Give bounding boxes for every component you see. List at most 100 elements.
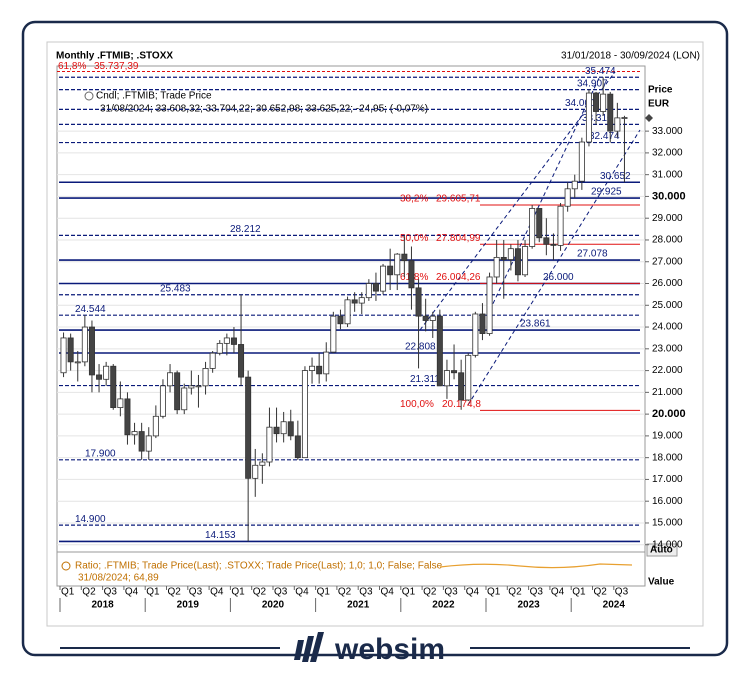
y-tick-label: 26.000 [652, 278, 683, 289]
fib-ratio: 38,2% [400, 194, 428, 205]
x-tick-label: Q3 [274, 587, 288, 598]
x-tick-label: Q4 [295, 587, 309, 598]
x-tick-label: Q3 [189, 587, 203, 598]
lower-last: 31/08/2024; 64,89 [78, 573, 159, 584]
candle-body [408, 260, 415, 289]
x-tick-label: Q4 [210, 587, 224, 598]
candle-body [387, 265, 394, 276]
x-tick-label: Q1 [402, 587, 416, 598]
level-label: 32.474 [589, 131, 620, 142]
candle-body [96, 374, 103, 380]
x-tick-label: Q2 [594, 587, 608, 598]
scale-mode[interactable]: Auto [650, 545, 673, 556]
candle-body [564, 188, 571, 207]
candle-body [557, 205, 564, 246]
y-tick-label: 30.000 [652, 190, 686, 202]
x-year-label: 2020 [262, 600, 285, 611]
candle-body [287, 421, 294, 437]
y-tick-label: 15.000 [652, 518, 683, 529]
x-tick-label: Q1 [61, 587, 75, 598]
x-tick-label: Q2 [82, 587, 96, 598]
candle-body [60, 337, 67, 374]
fib-ratio: 100,0% [400, 399, 434, 410]
candle-body [202, 368, 209, 387]
level-label: 14.153 [205, 530, 236, 541]
candle-body [103, 365, 110, 380]
x-tick-label: Q3 [530, 587, 544, 598]
candle-body [280, 421, 287, 435]
candle-body [585, 92, 592, 143]
level-label: 25.483 [160, 283, 191, 294]
x-year-label: 2024 [603, 600, 626, 611]
x-tick-label: Q2 [508, 587, 522, 598]
y-tick-label: 22.000 [652, 365, 683, 376]
candle-body [600, 93, 607, 112]
candle-body [167, 372, 174, 387]
candle-body [117, 398, 124, 408]
x-tick-label: Q2 [338, 587, 352, 598]
x-tick-label: Q4 [551, 587, 565, 598]
x-tick-label: Q1 [487, 587, 501, 598]
candle-body [181, 387, 188, 411]
candle-body [145, 435, 152, 452]
fib-ratio: 50,0% [400, 233, 428, 244]
y-tick-label: 25.000 [652, 300, 683, 311]
x-tick-label: Q3 [444, 587, 458, 598]
candle-body [621, 117, 628, 119]
candle-body [223, 337, 230, 344]
candle-body [550, 243, 557, 246]
candle-body [571, 180, 578, 190]
level-label: 23.861 [520, 319, 551, 330]
candle-body [294, 435, 301, 459]
candle-body [507, 248, 514, 260]
candle-body [67, 337, 74, 363]
price-marker [645, 114, 653, 122]
lower-axis-label: Value [648, 577, 675, 588]
candle-body [344, 299, 351, 325]
y-tick-label: 29.000 [652, 213, 683, 224]
y-tick-label: 21.000 [652, 387, 683, 398]
ratio-line [439, 563, 633, 569]
candle-body [124, 398, 131, 436]
legend-icon [84, 91, 94, 101]
candle-body [429, 315, 436, 321]
candle-body [351, 299, 358, 304]
candle-body [309, 365, 316, 371]
candle-body [522, 246, 529, 276]
x-tick-label: Q4 [381, 587, 395, 598]
candle-body [74, 361, 81, 364]
x-tick-label: Q4 [466, 587, 480, 598]
x-year-label: 2023 [517, 600, 540, 611]
level-label: 28.212 [230, 224, 261, 235]
y-tick-label: 28.000 [652, 235, 683, 246]
x-tick-label: Q4 [125, 587, 139, 598]
x-tick-label: Q1 [572, 587, 586, 598]
level-label: 27.078 [577, 249, 608, 260]
candle-body [209, 352, 216, 369]
scale-button[interactable] [646, 543, 678, 557]
candle-body [88, 326, 95, 376]
y-tick-label: 24.000 [652, 322, 683, 333]
candle-body [436, 315, 443, 387]
level-label: 17.900 [85, 448, 116, 459]
candle-body [301, 370, 308, 459]
candle-body [365, 283, 372, 299]
y-tick-label: 14.000 [652, 539, 683, 550]
candle-body [273, 426, 280, 435]
candle-body [138, 431, 145, 452]
chart-title: Monthly .FTMIB; .STOXX [56, 51, 173, 62]
candle-body [422, 315, 429, 321]
candle-body [316, 365, 323, 375]
y-tick-label: 18.000 [652, 452, 683, 463]
x-year-label: 2022 [432, 600, 455, 611]
y-axis-label: Price [648, 85, 673, 96]
level-label: 34.907 [577, 78, 608, 89]
x-tick-label: Q3 [104, 587, 118, 598]
candle-body [81, 326, 88, 363]
candle-body [514, 248, 521, 276]
y-tick-label: 17.000 [652, 474, 683, 485]
level-label: 24.544 [75, 304, 106, 315]
level-label: 35.474 [585, 66, 616, 77]
date-range: 31/01/2018 - 30/09/2024 (LON) [561, 51, 700, 62]
